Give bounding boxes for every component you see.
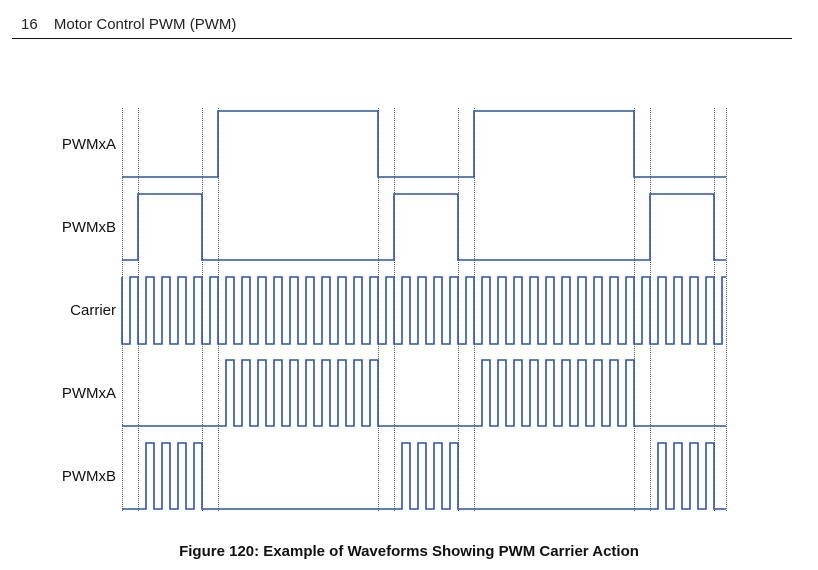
page-header: 16 Motor Control PWM (PWM) <box>21 16 236 33</box>
label-carrier: Carrier <box>70 302 116 319</box>
waveform-pwmxa-3 <box>122 359 726 427</box>
label-pwmxb-bottom: PWMxB <box>61 468 116 485</box>
label-pwmxa-bottom: PWMxA <box>61 385 116 402</box>
waveform-pwmxa-0 <box>122 110 726 178</box>
waveform-pwmxb-4 <box>122 442 726 510</box>
label-pwmxa-top: PWMxA <box>61 136 116 153</box>
waveform-carrier-2 <box>121 276 726 345</box>
label-pwmxb-top: PWMxB <box>61 219 116 236</box>
page-number: 16 <box>21 16 38 33</box>
section-title: Motor Control PWM (PWM) <box>53 16 237 33</box>
waveform-pwmxb-1 <box>122 193 726 261</box>
figure-caption: Figure 120: Example of Waveforms Showing… <box>179 543 639 560</box>
header-divider <box>12 38 792 39</box>
